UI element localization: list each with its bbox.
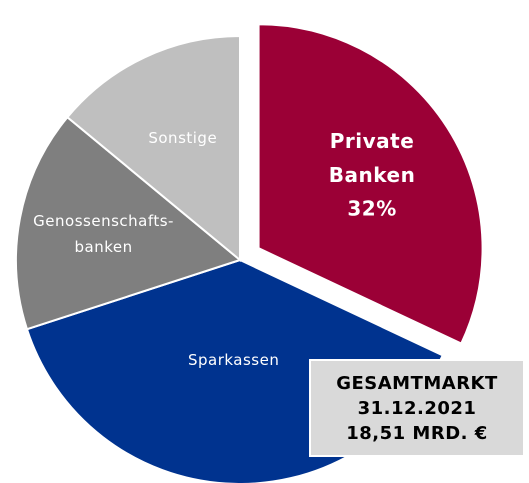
label-line: Banken <box>329 163 416 187</box>
annotation-line: 18,51 MRD. € <box>346 423 488 444</box>
annotation-box <box>309 359 525 457</box>
pie-slice <box>257 23 484 345</box>
annotation-line: 31.12.2021 <box>358 398 477 419</box>
pie-slice <box>15 115 243 331</box>
label-line: Genossenschafts- <box>33 211 174 229</box>
slice-label: Sparkassen <box>188 351 279 369</box>
value-label: 32% <box>347 197 396 221</box>
pie-slice <box>65 34 241 263</box>
label-line: Private <box>330 129 415 153</box>
slice-label: Genossenschafts-banken <box>33 211 174 255</box>
annotation-line: GESAMTMARKT <box>336 373 498 394</box>
slice-label: Private Banken <box>329 129 416 187</box>
slice-label: Sonstige <box>148 129 217 147</box>
label-line: banken <box>75 237 133 255</box>
